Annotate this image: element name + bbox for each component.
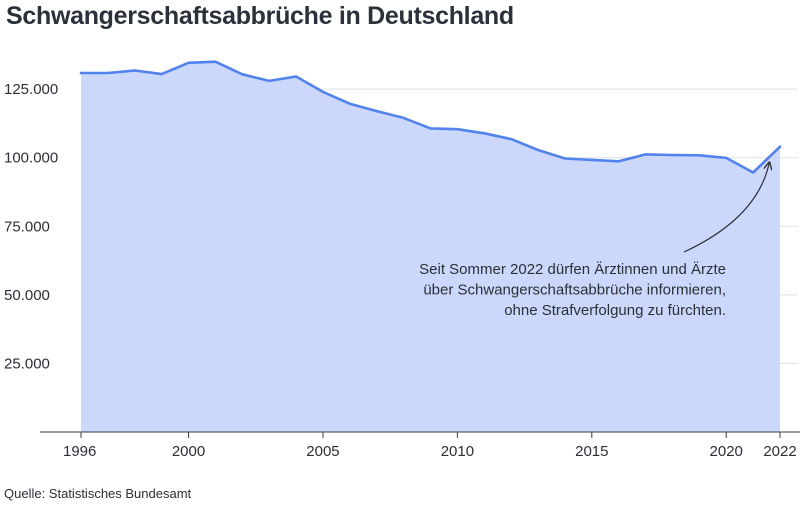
data-point (725, 156, 728, 160)
data-point (214, 60, 217, 63)
x-tick-label: 2005 (306, 443, 339, 460)
y-axis-ticks: 25.000 50.000 75.000 100.000 125.000 (4, 81, 58, 372)
x-tick-label: 2010 (441, 443, 474, 460)
data-point (590, 158, 593, 162)
data-point (778, 145, 782, 148)
data-point (429, 127, 432, 130)
annotation-line: ohne Strafverfolgung zu fürchten. (504, 302, 726, 319)
data-point (160, 72, 163, 76)
y-tick-label: 75.000 (4, 218, 50, 235)
x-tick-label: 2022 (763, 443, 796, 460)
annotation-line: über Schwangerschaftsabbrüche informiere… (423, 282, 726, 299)
data-point (375, 109, 378, 113)
data-point (402, 116, 405, 120)
area-fill (81, 61, 780, 432)
area-series (79, 60, 782, 432)
x-tick-label: 2000 (172, 443, 205, 460)
data-point (617, 160, 620, 163)
y-tick-label: 50.000 (4, 287, 50, 304)
annotation-line: Seit Sommer 2022 dürfen Ärztinnen und Är… (419, 261, 726, 278)
data-point (294, 75, 298, 78)
y-tick-label: 100.000 (4, 150, 58, 167)
x-tick-label: 2015 (575, 443, 608, 460)
data-point (187, 61, 190, 64)
data-point (536, 148, 540, 152)
data-point (348, 102, 351, 105)
data-point (133, 69, 136, 72)
data-point (751, 171, 755, 174)
source-note: Quelle: Statistisches Bundesamt (4, 486, 192, 501)
data-point (510, 137, 513, 141)
data-point (671, 153, 674, 157)
data-point (241, 73, 244, 76)
data-point (698, 154, 701, 157)
y-tick-label: 25.000 (4, 355, 50, 372)
annotation: Seit Sommer 2022 dürfen Ärztinnen und Är… (419, 163, 769, 319)
data-point (268, 79, 271, 83)
x-tick-label: 2020 (710, 443, 743, 460)
data-point (483, 132, 486, 135)
data-point (563, 157, 567, 160)
data-point (321, 90, 325, 94)
data-point (644, 153, 647, 156)
data-point (106, 71, 110, 75)
data-point (456, 128, 459, 131)
annotation-arrow (683, 163, 769, 253)
x-axis-ticks: 1996 2000 2005 2010 2015 2020 2022 (63, 432, 797, 460)
x-tick-label: 1996 (63, 443, 96, 460)
data-point (79, 71, 83, 75)
chart-title: Schwangerschaftsabbrüche in Deutschland (6, 2, 514, 30)
y-tick-label: 125.000 (4, 81, 58, 98)
